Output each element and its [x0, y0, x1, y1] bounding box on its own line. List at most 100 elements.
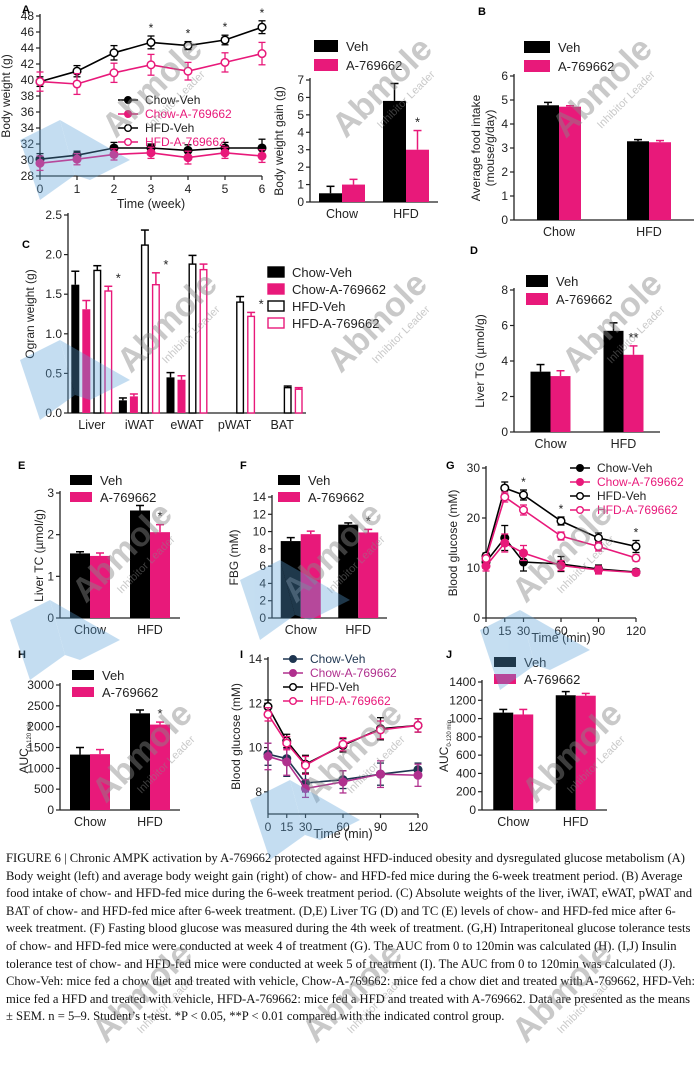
legend: Veh A-769662 [278, 473, 364, 505]
y-tick-label: 2 [297, 160, 304, 174]
panel-g: G 0 10 20 30 Blood glucose (mM) 0 15 30 60 90 120 T… [440, 455, 700, 645]
y-tick-label: 2000 [27, 720, 54, 734]
y-tick-label: 4 [501, 117, 508, 131]
legend-item: A-769662 [278, 490, 364, 505]
x-tick-label: Chow [74, 623, 107, 637]
legend-swatch [70, 492, 92, 502]
y-tick-label: 40 [21, 73, 35, 87]
y-tick-label: 1000 [449, 712, 476, 726]
y-axis-label-main: Liver TC (µmol/g) [32, 509, 46, 602]
data-point [481, 553, 491, 564]
legend-label: A-769662 [346, 58, 402, 73]
data-point [518, 548, 529, 558]
x-axis-label: Time (min) [313, 827, 372, 841]
x-tick-label: 60 [336, 820, 350, 834]
data-point [183, 41, 193, 51]
data-point [220, 57, 230, 67]
data-point [300, 760, 311, 770]
data-point [593, 533, 604, 543]
bar-iwat-hfd-veh [140, 244, 149, 414]
legend-swatch [494, 657, 516, 667]
bar-hfd-veh [130, 510, 150, 618]
x-tick-label: 0 [37, 182, 44, 196]
legend-item: Chow-A-769662 [118, 107, 232, 121]
series-line [267, 713, 419, 767]
legend-marker [123, 123, 132, 132]
legend-label: HFD-A-769662 [292, 316, 379, 331]
panel-j: J 0 200 400 600 800 1000 1200 1400 AUC0-120 min C… [437, 645, 700, 845]
y-tick-label: 6 [297, 90, 304, 104]
y-tick-label: 4 [501, 354, 508, 368]
data-point [146, 148, 156, 158]
bar-chow-a-769662 [90, 754, 110, 810]
y-tick-label: 1 [47, 569, 54, 583]
legend-item: Veh [494, 655, 546, 670]
legend-swatch [72, 670, 94, 680]
legend-item: Chow-Veh [267, 265, 352, 280]
legend-swatch [267, 283, 285, 295]
y-tick-label: 1000 [27, 761, 54, 775]
legend-marker [288, 654, 297, 663]
y-axis-label: (mouse/g/day) [483, 110, 497, 187]
data-point [146, 37, 156, 47]
legend-swatch [278, 475, 300, 485]
x-tick-label: HFD [393, 207, 419, 221]
bar-hfd-veh [627, 141, 649, 220]
legend-marker [575, 463, 584, 472]
gtt-auc-chart: 0 500 1000 1500 2000 2500 3000 AUC0-120 min Chow… [17, 668, 180, 829]
legend-item: Chow-A-769662 [283, 666, 397, 680]
legend-item: Veh [314, 39, 368, 54]
legend-item: A-769662 [526, 292, 612, 307]
y-tick-label: 1.0 [45, 327, 62, 341]
y-tick-label: 8 [501, 283, 508, 297]
y-tick-label: 30 [467, 461, 481, 475]
axes: 0 2 4 6 8 10 12 14 FBG (mM) [227, 490, 387, 625]
y-tick-label: 0 [469, 803, 476, 817]
significance-marker: * [157, 706, 162, 721]
x-tick-label: 1 [74, 182, 81, 196]
y-tick-label: 8 [255, 785, 262, 799]
legend-swatch [494, 674, 516, 684]
y-axis-label: Blood glucose (mM) [446, 490, 460, 597]
bar-iwat-chow-a-769662 [129, 396, 138, 413]
legend-swatch [70, 475, 92, 485]
legend-marker [288, 697, 297, 706]
axes: 0 1 2 3 4 5 6 7 Body weight gain (g) [272, 73, 438, 209]
y-tick-label: 5 [297, 108, 304, 122]
legend-item: A-769662 [494, 672, 580, 687]
y-tick-label: 6 [501, 69, 508, 83]
y-tick-label: 400 [456, 766, 476, 780]
y-tick-label: 4 [259, 576, 266, 590]
bar-hfd-a-769662 [575, 695, 596, 810]
legend-label: HFD-Veh [145, 121, 194, 135]
legend-label: Veh [308, 473, 330, 488]
bar-chow-a-769662 [550, 376, 571, 432]
x-tick-label: 120 [626, 624, 646, 638]
legend-label: A-769662 [556, 292, 612, 307]
bars [537, 101, 671, 220]
series-hfd-veh [35, 20, 267, 88]
y-axis-label: Liver TG (µmol/g) [473, 314, 487, 407]
significance-marker: * [415, 115, 420, 130]
y-tick-label: 2.0 [45, 248, 62, 262]
bar-chow-veh [319, 193, 342, 202]
liver-tg-chart: 0 2 4 6 8 Liver TG (µmol/g) Chow HFD ** Veh A-7696… [473, 274, 660, 451]
data-point [556, 516, 566, 526]
x-tick-label: HFD [137, 815, 163, 829]
x-tick-label: HFD [563, 815, 589, 829]
significance-marker: * [163, 257, 168, 272]
bar-hfd-a-769662 [623, 354, 644, 432]
legend-label: Veh [556, 274, 578, 289]
significance-marker: * [559, 502, 564, 516]
caption-text: Chronic AMPK activation by A-769662 prot… [6, 851, 695, 1024]
data-point [518, 490, 529, 500]
legend-label: Chow-Veh [597, 461, 652, 475]
legend-label: Chow-Veh [292, 265, 352, 280]
legend-item: HFD-A-769662 [118, 135, 226, 149]
y-axis-label: Body weight (g) [0, 54, 13, 137]
legend-label: A-769662 [558, 59, 614, 74]
x-tick-label: 15 [498, 624, 512, 638]
y-tick-label: 6 [259, 559, 266, 573]
panel-label-j: J [446, 649, 453, 661]
